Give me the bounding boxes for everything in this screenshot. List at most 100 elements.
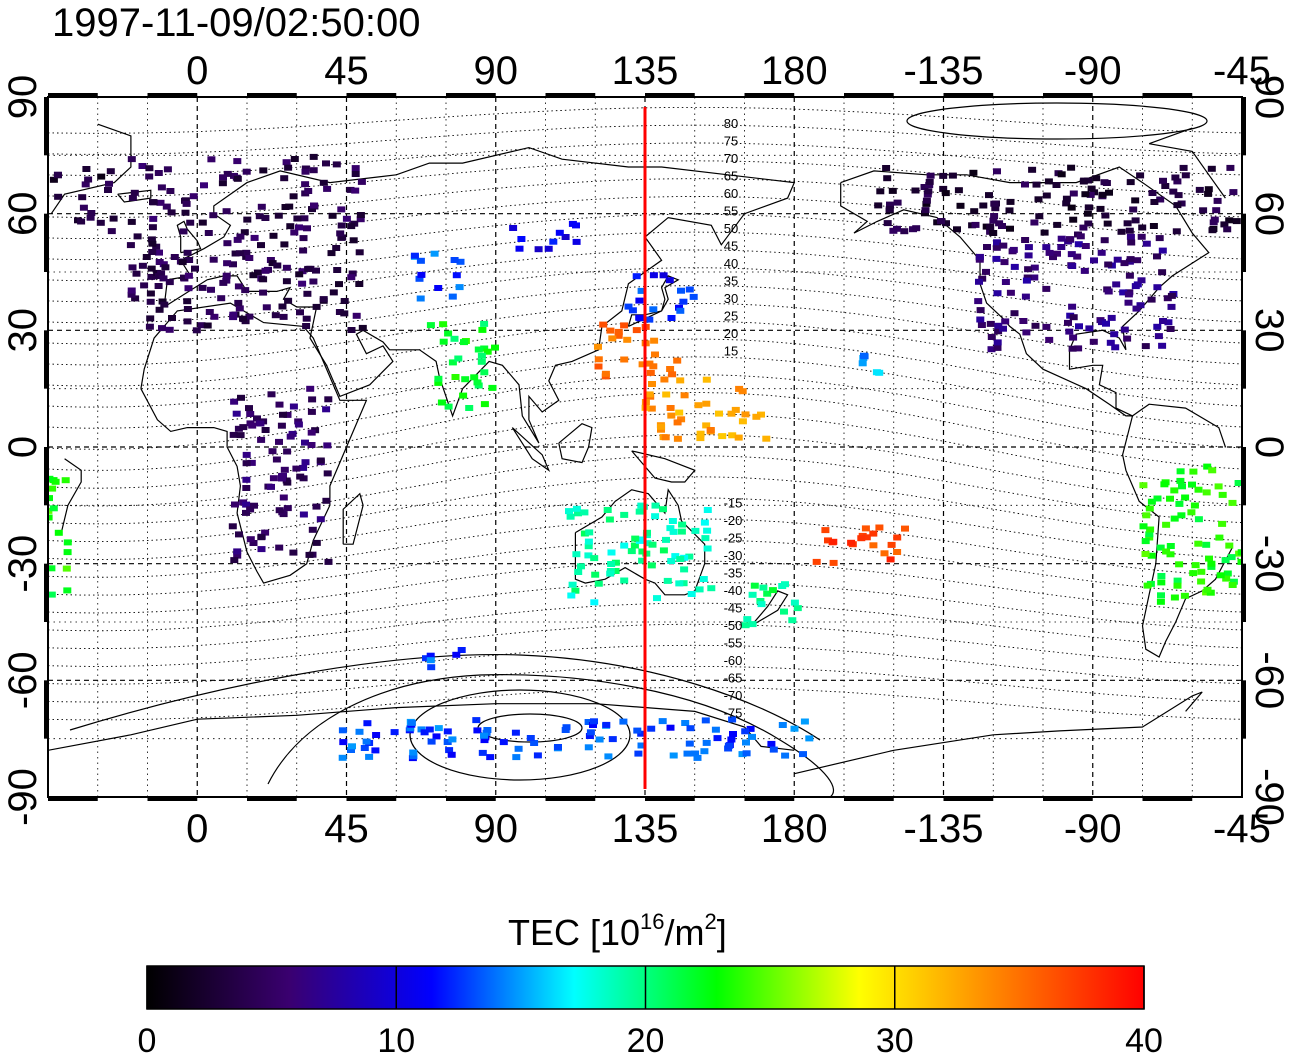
tec-point-west-pacific xyxy=(752,413,761,420)
tec-point-north-america xyxy=(1042,323,1051,330)
tec-point-japan-south xyxy=(594,363,603,370)
tec-point-south-america xyxy=(1147,552,1156,559)
right-latitude-axis: 90 60 30 0 -30 -60 -90 xyxy=(1247,75,1291,826)
tec-point-europe xyxy=(162,203,171,210)
tec-point-canada-greenland xyxy=(1101,212,1110,219)
frame-tick-top xyxy=(1043,93,1093,97)
coastline-new-guinea xyxy=(631,450,696,483)
tec-point-antarctic-ring xyxy=(619,718,628,725)
tec-point-south-pacific xyxy=(893,549,902,555)
tec-point-antarctic-ring xyxy=(738,751,747,758)
tec-point-canada-greenland xyxy=(1123,220,1132,227)
tec-point-canada-greenland xyxy=(1006,198,1015,205)
frame-tick-top xyxy=(147,93,198,97)
tec-point-europe xyxy=(222,272,231,279)
tec-point-japan-north xyxy=(676,307,685,314)
tec-point-europe xyxy=(148,249,157,255)
tec-point-africa xyxy=(242,501,251,508)
tec-point-africa xyxy=(322,497,331,504)
tec-point-antarctic-ring xyxy=(472,717,481,724)
tec-point-north-america xyxy=(999,242,1008,249)
tec-point-siberia xyxy=(555,229,564,236)
tec-point-antarctic-ring xyxy=(425,726,434,733)
tec-point-south-america xyxy=(1145,505,1154,512)
tec-point-europe xyxy=(300,215,309,222)
tec-point-canada-greenland xyxy=(939,185,948,192)
top-lon-tick-label: 180 xyxy=(761,49,828,93)
tec-point-africa xyxy=(278,475,286,482)
tec-point-south-america xyxy=(1237,558,1242,565)
tec-point-europe xyxy=(356,216,365,223)
colorbar-tick-label: 20 xyxy=(627,1022,665,1057)
tec-point-europe xyxy=(147,236,156,243)
tec-point-new-zealand xyxy=(780,608,788,615)
contour-label: 25 xyxy=(724,309,738,324)
tec-point-europe xyxy=(161,264,170,271)
tec-point-antarctic-ring xyxy=(685,740,694,747)
tec-point-africa xyxy=(242,485,251,491)
tec-point-north-america xyxy=(1137,233,1146,240)
tec-point-north-america xyxy=(1166,326,1175,332)
tec-point-south-america xyxy=(48,495,53,502)
tec-point-africa xyxy=(233,548,242,555)
contour-label: 45 xyxy=(724,239,738,254)
left-lat-tick-label: 0 xyxy=(1,436,45,458)
tec-point-africa xyxy=(272,456,281,463)
tec-point-australia xyxy=(643,540,652,547)
contour-label: 60 xyxy=(724,186,738,201)
tec-point-north-america xyxy=(974,298,983,305)
tec-point-canada-greenland xyxy=(942,220,950,227)
tec-point-australia xyxy=(577,563,585,570)
tec-point-europe xyxy=(178,259,187,266)
tec-point-europe xyxy=(303,290,312,297)
tec-point-europe xyxy=(302,315,311,322)
tec-point-canada-greenland xyxy=(939,172,948,179)
tec-point-new-zealand xyxy=(788,617,797,624)
tec-point-canada-greenland xyxy=(1005,207,1014,214)
tec-point-north-america xyxy=(1057,244,1066,250)
tec-point-canada-greenland xyxy=(1087,185,1096,192)
tec-point-europe xyxy=(218,180,227,187)
tec-point-west-pacific xyxy=(757,411,765,418)
tec-point-southern-ocean xyxy=(426,652,435,659)
tec-point-south-america xyxy=(1197,568,1206,575)
tec-point-europe xyxy=(209,212,218,219)
tec-point-africa xyxy=(250,502,258,509)
tec-point-canada-greenland xyxy=(937,218,945,224)
tec-point-europe xyxy=(304,265,313,272)
tec-point-europe xyxy=(327,250,336,257)
contour-label: -45 xyxy=(724,600,743,615)
frame-tick-bottom xyxy=(943,797,994,801)
tec-point-north-america xyxy=(994,322,1003,329)
tec-point-africa xyxy=(307,408,316,415)
tec-point-japan-north xyxy=(649,272,658,279)
tec-point-australia xyxy=(676,556,685,562)
tec-point-europe xyxy=(271,312,280,319)
tec-point-india xyxy=(477,358,486,365)
contour-pole-south xyxy=(409,689,631,781)
tec-point-canada-greenland xyxy=(1100,179,1109,186)
tec-point-new-zealand xyxy=(793,605,802,612)
tec-point-europe xyxy=(183,306,192,312)
tec-point-europe xyxy=(185,257,194,263)
tec-point-africa xyxy=(308,526,317,533)
tec-point-south-america xyxy=(1194,516,1203,523)
tec-point-japan-south xyxy=(614,332,623,339)
tec-point-africa xyxy=(280,466,289,473)
tec-point-india xyxy=(478,326,487,333)
tec-point-africa xyxy=(257,436,266,443)
contour-label: -65 xyxy=(724,670,743,685)
tec-point-india xyxy=(450,335,459,342)
contour-label: -35 xyxy=(724,565,743,580)
tec-point-europe xyxy=(349,237,358,244)
tec-point-australia xyxy=(627,548,636,555)
tec-point-australia xyxy=(659,506,667,513)
tec-point-west-pacific xyxy=(702,400,711,407)
tec-point-africa xyxy=(249,540,258,546)
tec-point-canada-greenland xyxy=(893,225,901,232)
tec-point-new-zealand xyxy=(750,582,759,589)
contour-label: 30 xyxy=(724,291,738,306)
frame-tick-bottom xyxy=(147,797,198,801)
contour-label-group: 80 75 70 65 60 55 50 45 40 35 30 25 20 15 -15 -20 -25 -30… xyxy=(724,116,743,720)
tec-point-europe xyxy=(155,259,164,265)
